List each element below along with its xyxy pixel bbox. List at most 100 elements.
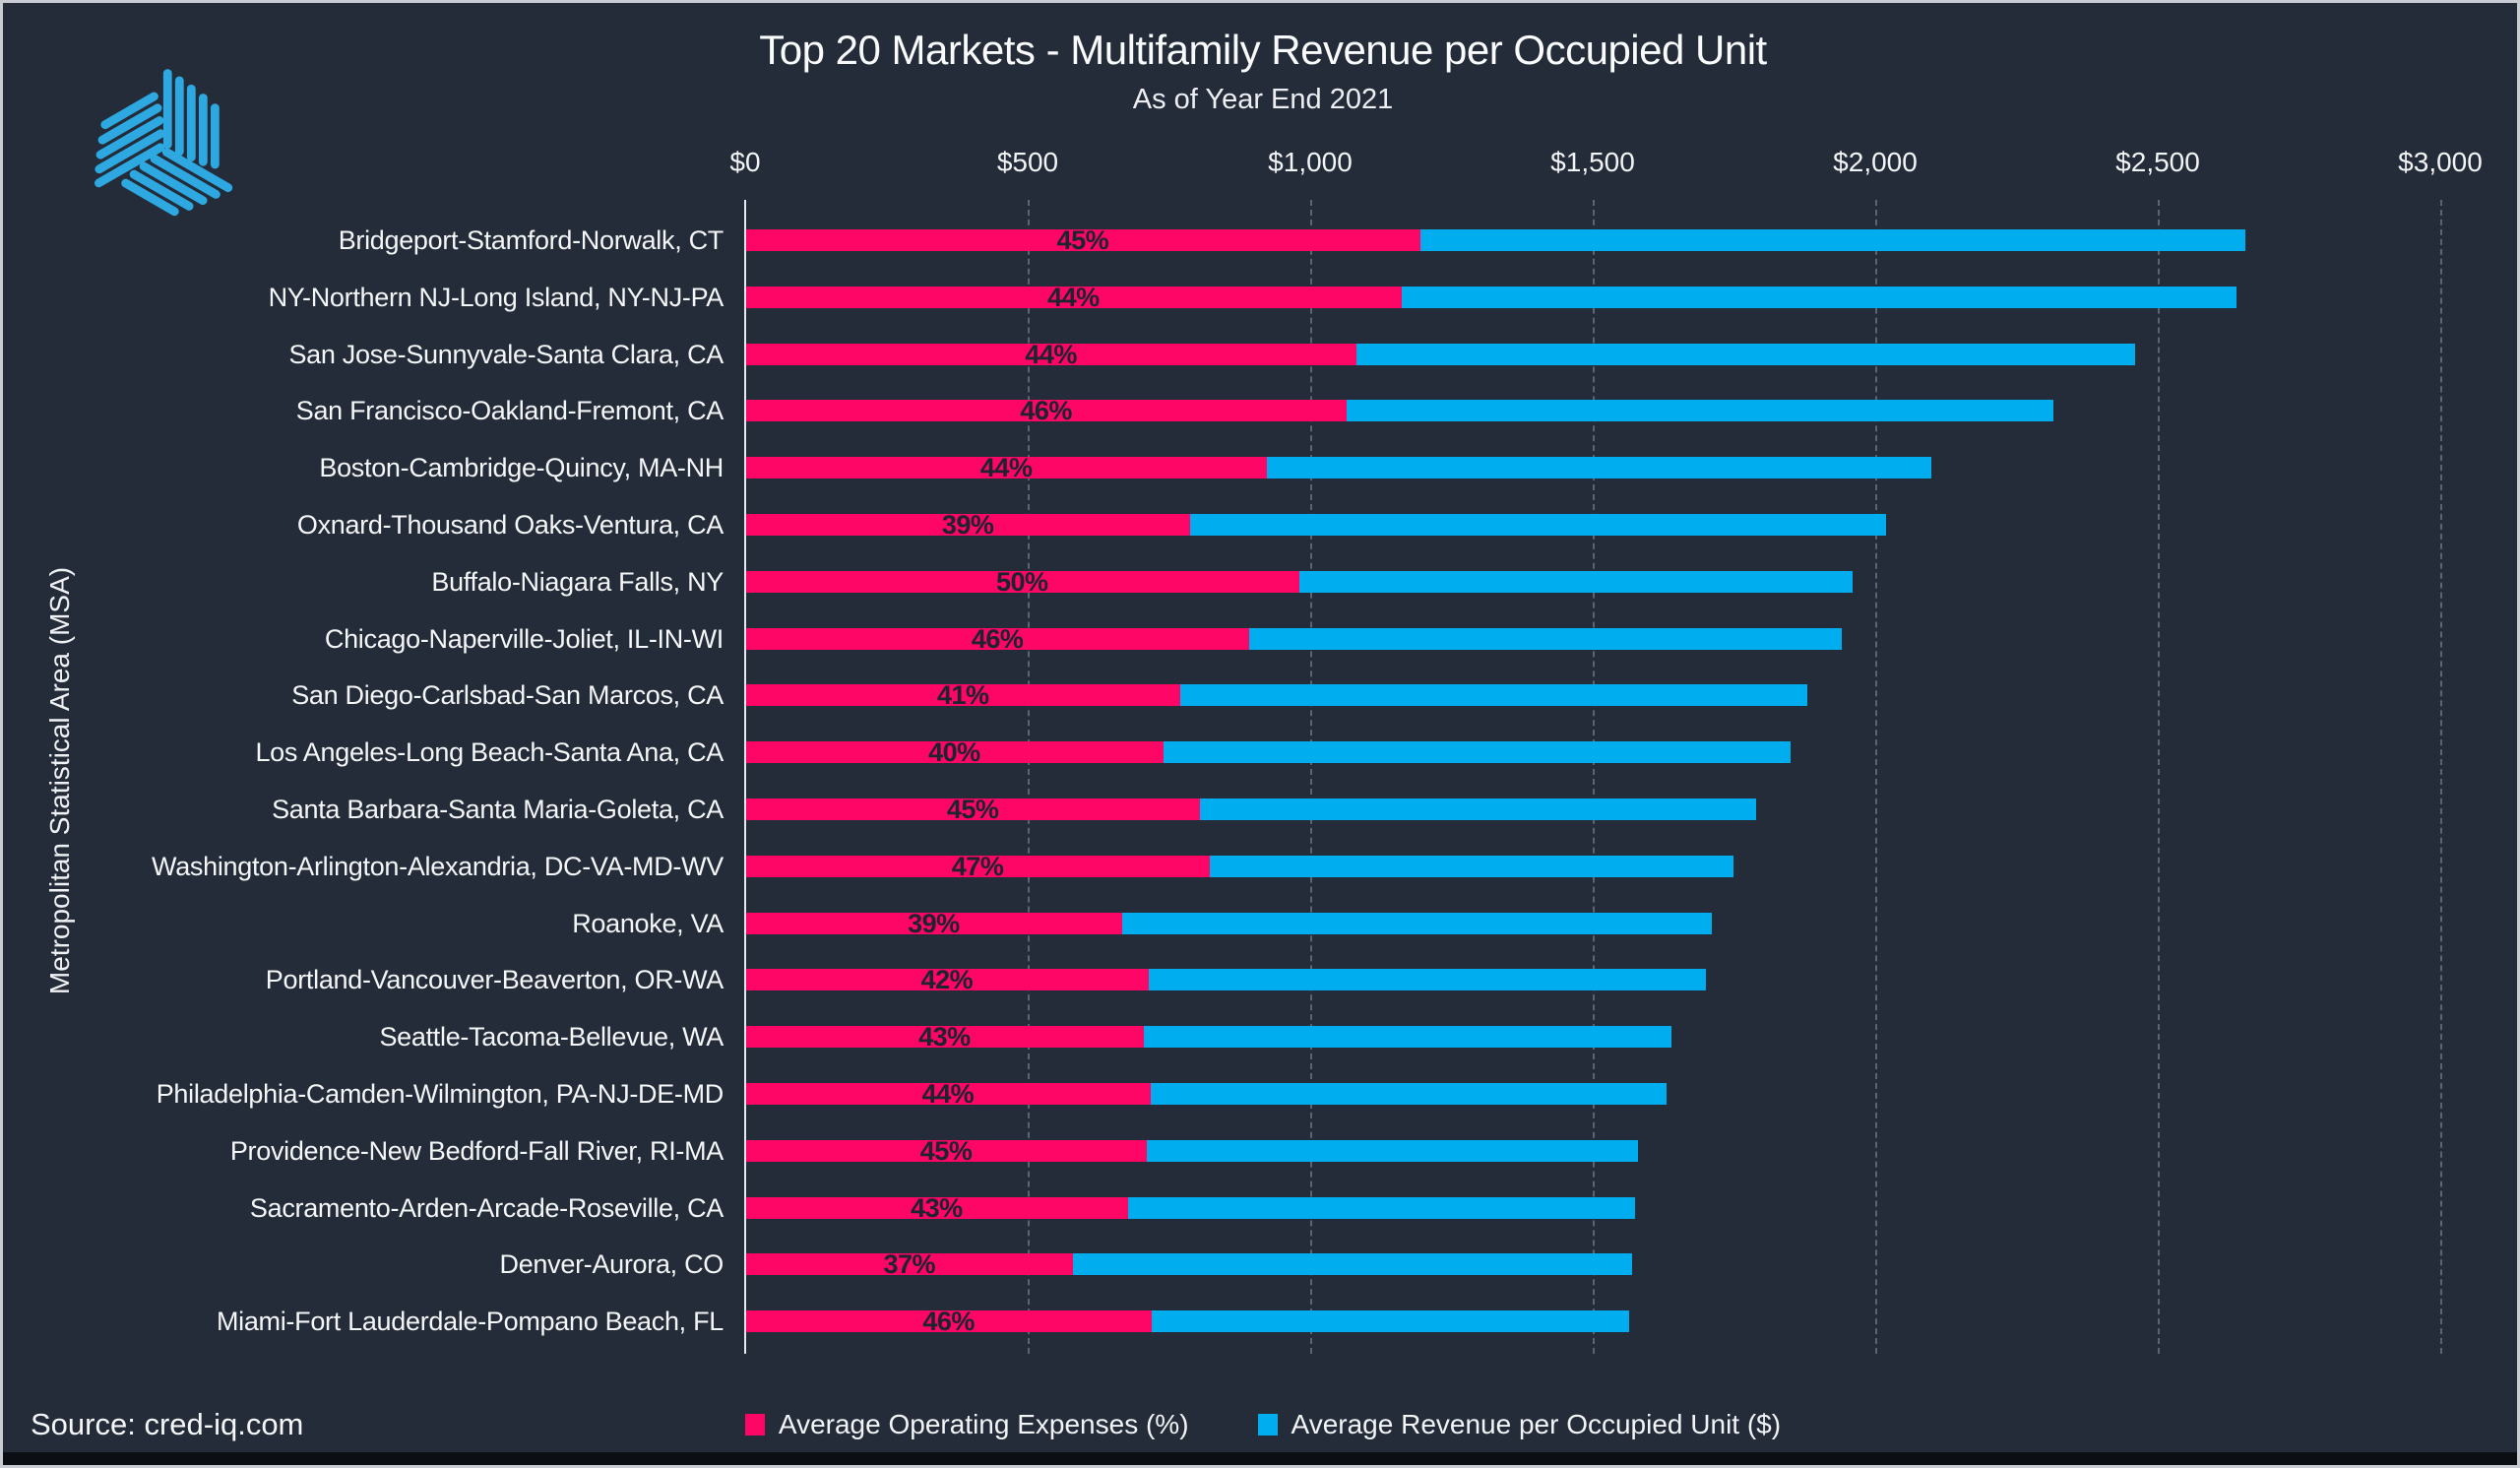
revenue-bar — [1356, 343, 2136, 365]
revenue-bar — [1150, 1083, 1667, 1105]
category-label: Bridgeport-Stamford-Norwalk, CT — [338, 225, 724, 255]
expense-bar: 46% — [745, 623, 1250, 654]
expense-pct-label: 45% — [946, 795, 999, 824]
gridline-3000 — [2440, 200, 2442, 1354]
legend-swatch-0 — [744, 1414, 765, 1436]
legend-label-1: Average Revenue per Occupied Unit ($) — [1291, 1409, 1782, 1439]
expense-pct-label: 44% — [979, 453, 1033, 483]
expense-pct-label: 46% — [922, 1307, 975, 1337]
category-label: San Jose-Sunnyvale-Santa Clara, CA — [288, 339, 724, 369]
legend-item-0: Average Operating Expenses (%) — [744, 1409, 1189, 1440]
chart-title: Top 20 Markets - Multifamily Revenue per… — [759, 27, 1767, 73]
revenue-bar — [1267, 457, 1932, 479]
expense-pct-label: 42% — [920, 965, 974, 995]
category-label: Buffalo-Niagara Falls, NY — [431, 566, 724, 597]
expense-bar: 44% — [745, 453, 1268, 483]
expense-pct-label: 44% — [1025, 339, 1077, 369]
category-label: Boston-Cambridge-Quincy, MA-NH — [319, 453, 724, 483]
revenue-bar — [1147, 1139, 1638, 1162]
expense-bar: 44% — [745, 1079, 1151, 1109]
legend-swatch-1 — [1257, 1414, 1278, 1436]
expense-pct-label: 44% — [1047, 282, 1100, 312]
expense-pct-label: 46% — [1020, 396, 1072, 426]
category-label: Seattle-Tacoma-Bellevue, WA — [379, 1022, 724, 1053]
expense-bar: 44% — [745, 282, 1402, 312]
gridline-1000 — [1310, 200, 1312, 1354]
expense-bar: 45% — [745, 795, 1201, 824]
cred-iq-hex-logo — [94, 69, 233, 217]
expense-pct-label: 45% — [1056, 225, 1109, 255]
expense-bar: 46% — [745, 396, 1348, 426]
expense-bar: 41% — [745, 680, 1181, 711]
revenue-bar — [1200, 798, 1757, 820]
revenue-bar — [1127, 1196, 1636, 1219]
x-tick-label: $0 — [729, 147, 761, 177]
category-label: Chicago-Naperville-Joliet, IL-IN-WI — [324, 623, 724, 654]
revenue-bar — [1163, 741, 1791, 764]
x-tick-label: $2,500 — [2115, 147, 2200, 177]
expense-bar: 45% — [745, 225, 1420, 255]
revenue-bar — [1249, 627, 1842, 650]
source-note: Source: cred-iq.com — [31, 1407, 304, 1441]
x-tick-label: $1,500 — [1550, 147, 1635, 177]
x-tick-label: $500 — [996, 147, 1059, 177]
category-label: San Francisco-Oakland-Fremont, CA — [295, 396, 724, 426]
revenue-bar — [1190, 514, 1887, 536]
revenue-bar — [1298, 570, 1854, 593]
expense-bar: 37% — [745, 1249, 1074, 1280]
category-label: NY-Northern NJ-Long Island, NY-NJ-PA — [268, 282, 724, 312]
y-axis-title: Metropolitan Statistical Area (MSA) — [44, 566, 75, 995]
revenue-bar — [1401, 286, 2237, 308]
x-tick-label: $3,000 — [2398, 147, 2483, 177]
expense-bar: 43% — [745, 1022, 1144, 1053]
expense-bar: 39% — [745, 908, 1122, 938]
expense-pct-label: 43% — [918, 1022, 971, 1053]
y-axis-line — [744, 200, 746, 1354]
category-label: Santa Barbara-Santa Maria-Goleta, CA — [272, 795, 724, 824]
gridline-500 — [1028, 200, 1030, 1354]
expense-pct-label: 39% — [941, 510, 994, 540]
expense-pct-label: 41% — [936, 680, 989, 711]
category-label: Philadelphia-Camden-Wilmington, PA-NJ-DE… — [156, 1079, 724, 1109]
expense-bar: 47% — [745, 851, 1211, 881]
revenue-bar — [1121, 912, 1712, 934]
expense-bar: 45% — [745, 1135, 1148, 1166]
expense-bar: 43% — [745, 1192, 1128, 1223]
revenue-bar — [1152, 1310, 1630, 1333]
expense-pct-label: 39% — [908, 908, 960, 938]
expense-pct-label: 37% — [883, 1249, 935, 1280]
expense-bar: 50% — [745, 566, 1299, 597]
revenue-bar — [1073, 1253, 1633, 1276]
revenue-bar — [1419, 229, 2245, 251]
expense-pct-label: 45% — [919, 1135, 973, 1166]
category-label: San Diego-Carlsbad-San Marcos, CA — [291, 680, 724, 711]
expense-pct-label: 46% — [971, 623, 1024, 654]
legend: Average Operating Expenses (%) Average Re… — [3, 1403, 2517, 1446]
category-label: Denver-Aurora, CO — [499, 1249, 724, 1280]
revenue-bar — [1148, 969, 1706, 991]
expense-pct-label: 47% — [951, 851, 1004, 881]
x-tick-label: $1,000 — [1268, 147, 1353, 177]
expense-bar: 42% — [745, 965, 1149, 995]
bottom-strip — [3, 1452, 2517, 1465]
legend-label-0: Average Operating Expenses (%) — [778, 1409, 1189, 1439]
expense-bar: 40% — [745, 737, 1164, 768]
expense-pct-label: 44% — [921, 1079, 975, 1109]
expense-pct-label: 40% — [928, 737, 980, 768]
gridline-2500 — [2158, 200, 2160, 1354]
x-tick-label: $2,000 — [1833, 147, 1918, 177]
revenue-bar — [1180, 684, 1808, 707]
expense-pct-label: 50% — [995, 566, 1048, 597]
gridline-1500 — [1593, 200, 1595, 1354]
legend-item-1: Average Revenue per Occupied Unit ($) — [1257, 1409, 1782, 1440]
category-label: Washington-Arlington-Alexandria, DC-VA-M… — [152, 851, 724, 881]
expense-pct-label: 43% — [911, 1192, 963, 1223]
revenue-bar — [1347, 400, 2053, 422]
gridline-2000 — [1875, 200, 1877, 1354]
expense-bar: 44% — [745, 339, 1357, 369]
category-label: Oxnard-Thousand Oaks-Ventura, CA — [296, 510, 724, 540]
expense-bar: 46% — [745, 1307, 1153, 1337]
category-label: Providence-New Bedford-Fall River, RI-MA — [229, 1135, 724, 1166]
category-label: Miami-Fort Lauderdale-Pompano Beach, FL — [216, 1307, 724, 1337]
